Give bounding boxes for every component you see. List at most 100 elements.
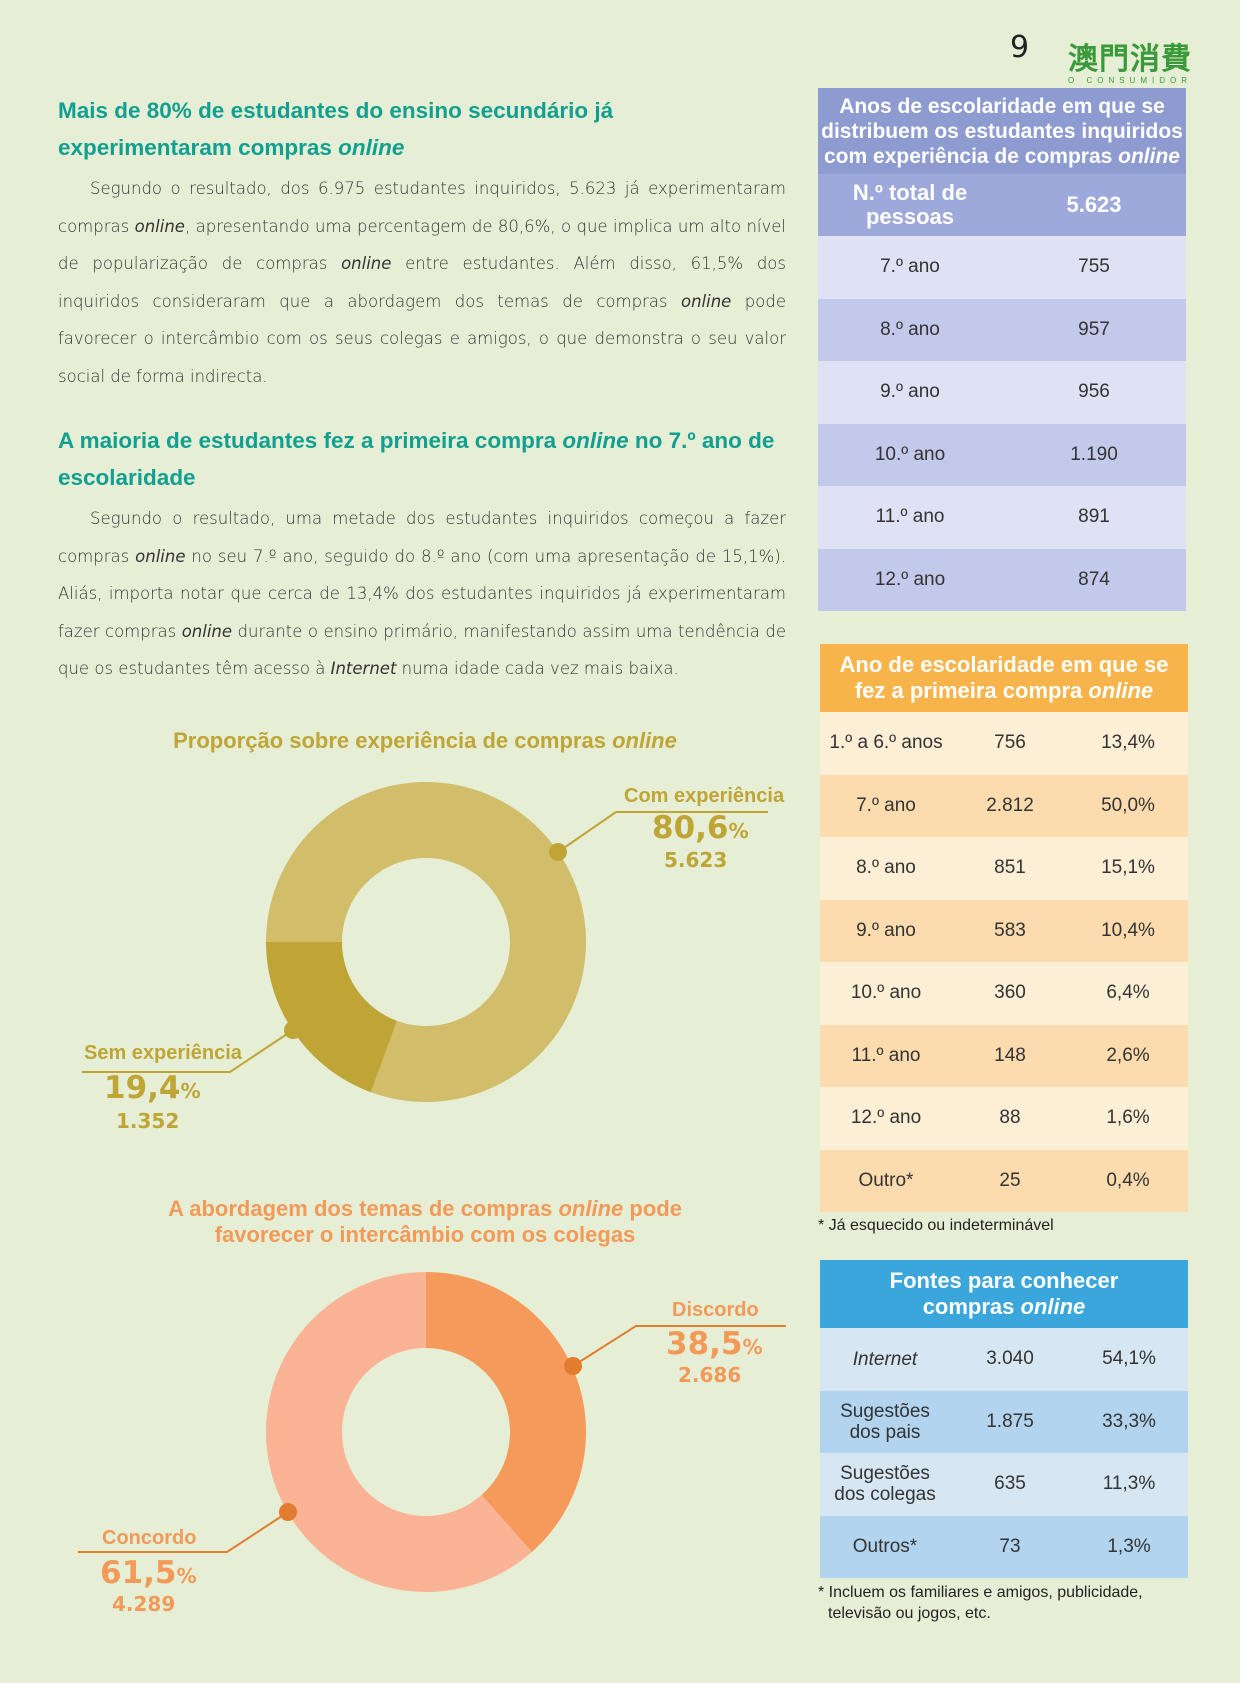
table3-cell-count: 1.875 [986, 1410, 1034, 1432]
chart1-slice-1 [266, 942, 398, 1093]
table1-row: 7.º ano 755 [818, 236, 1186, 299]
table2-cell-pct: 10,4% [1101, 919, 1155, 941]
table2-footnote: * Já esquecido ou indeterminável [818, 1217, 1054, 1234]
paragraph-text: durante o ensino primário, manifestando … [58, 621, 786, 679]
paragraph-text: pode favorecer o intercâmbio com os seus… [58, 291, 786, 386]
table2-cell-count: 756 [994, 732, 1026, 754]
chart1-count-without-experience: 1.352 [116, 1109, 180, 1133]
table2-cell-count: 148 [994, 1044, 1026, 1066]
table2-cell-year: Outro* [858, 1169, 914, 1191]
section1-paragraph: Segundo o resultado, dos 6.975 estudante… [58, 170, 786, 395]
table1-cell-count: 957 [1078, 318, 1110, 340]
logo-subtitle: O CONSUMIDOR [1068, 76, 1192, 85]
table2-row: 9.º ano 583 10,4% [820, 899, 1188, 962]
chart2-slice-0 [426, 1272, 586, 1553]
chart1-pct-with-experience: 80,6% [652, 810, 749, 846]
paragraph-text: , apresentando uma percentagem de 80,6%,… [58, 216, 787, 274]
emphasized-term: online [135, 546, 186, 566]
section1-heading: Mais de 80% de estudantes do ensino secu… [58, 98, 614, 160]
emphasized-term: online [134, 216, 185, 236]
chart2-leader-dot-0 [564, 1357, 582, 1375]
chart2-leader-line-0 [572, 1325, 786, 1367]
chart2-title: A abordagem dos temas de compras online … [168, 1196, 682, 1247]
table2-cell-pct: 50,0% [1101, 794, 1155, 816]
table3-cell-source: Outros* [852, 1536, 918, 1558]
table3-cell-source: Sugestões dos colegas [834, 1463, 936, 1506]
paragraph-text: Segundo o resultado, uma metade dos estu… [58, 509, 786, 566]
emphasized-term: online [341, 254, 392, 273]
table2-cell-year: 7.º ano [856, 794, 916, 816]
table3-row: Outros* 73 1,3% [820, 1515, 1188, 1578]
table3-cell-count: 3.040 [986, 1348, 1034, 1370]
chart2-pct-disagree: 38,5% [666, 1326, 763, 1362]
chart1-label-with-experience: Com experiência [624, 785, 785, 807]
table2-cell-pct: 15,1% [1101, 857, 1155, 879]
table3-cell-count: 73 [999, 1535, 1021, 1557]
paragraph-text: entre estudantes. Além disso, 61,5% dos … [58, 254, 786, 311]
table2-row: 10.º ano 360 6,4% [820, 962, 1188, 1025]
table1-total-label: N.º total de [852, 180, 968, 205]
emphasized-term: Internet [330, 659, 397, 678]
table1-cell-count: 874 [1078, 568, 1110, 590]
table2-cell-year: 8.º ano [856, 857, 916, 879]
table3-cell-source: Sugestões dos pais [840, 1400, 930, 1443]
table1-cell-year: 11.º ano [875, 506, 945, 528]
table1-cell-year: 9.º ano [880, 381, 940, 403]
chart2-label-disagree: Discordo [672, 1299, 759, 1321]
table1-cell-year: 12.º ano [874, 568, 946, 590]
table3-cell-pct: 11,3% [1102, 1473, 1156, 1495]
table1-cell-count: 956 [1078, 381, 1110, 403]
chart2-leader-line-1 [78, 1511, 289, 1553]
chart1-leader-dot-1 [284, 1021, 302, 1039]
table2-cell-year: 9.º ano [856, 919, 916, 941]
table3-row: Sugestões dos pais 1.875 33,3% [820, 1390, 1188, 1453]
table1-cell-count: 891 [1078, 506, 1110, 528]
paragraph-text: no seu 7.º ano, seguido do 8.º ano (com … [58, 546, 787, 641]
emphasized-term: online [681, 291, 732, 311]
table1-row: 10.º ano 1.190 [818, 423, 1186, 486]
table3-cell-pct: 1,3% [1107, 1535, 1151, 1557]
table1-cell-year: 8.º ano [880, 318, 940, 340]
table2-cell-count: 851 [994, 857, 1026, 879]
table1-cell-year: 10.º ano [874, 443, 946, 465]
table3-header: Fontes para conhecer compras online [820, 1260, 1188, 1328]
table3: Internet 3.040 54,1% Sugestões dos pais 1.875… [820, 1328, 1188, 1578]
chart1-label-without-experience: Sem experiência [84, 1042, 242, 1064]
table2-row: 11.º ano 148 2,6% [820, 1024, 1188, 1087]
table3-cell-source: Internet [852, 1348, 918, 1370]
table2-cell-year: 11.º ano [851, 1044, 921, 1066]
page-number: 9 [1010, 30, 1030, 65]
logo-chinese-text: 澳門消費 [1068, 42, 1192, 77]
table2-row: 1.º a 6.º anos 756 13,4% [820, 712, 1188, 775]
table2-cell-count: 583 [994, 919, 1026, 941]
section2-heading: A maioria de estudantes fez a primeira c… [58, 428, 775, 490]
chart1-leader-line-0 [557, 811, 768, 853]
table1: N.º total de pessoas 5.623 7.º ano 755 8.º … [818, 174, 1186, 611]
table2-cell-pct: 6,4% [1106, 982, 1150, 1004]
table1-cell-count: 755 [1078, 256, 1110, 278]
table2-cell-count: 2.812 [986, 794, 1034, 816]
table2-row: Outro* 25 0,4% [820, 1149, 1188, 1212]
chart2-pct-agree: 61,5% [100, 1555, 197, 1591]
chart2-label-agree: Concordo [102, 1527, 197, 1549]
table3-row: Internet 3.040 54,1% [820, 1328, 1188, 1391]
table2-row: 7.º ano 2.812 50,0% [820, 774, 1188, 837]
table2-cell-year: 12.º ano [850, 1107, 922, 1129]
table2-row: 12.º ano 88 1,6% [820, 1087, 1188, 1150]
table2-cell-pct: 0,4% [1106, 1169, 1150, 1191]
chart1-slice-0 [266, 782, 586, 1102]
table1-total-value: 5.623 [1066, 192, 1122, 217]
table1-cell-year: 7.º ano [880, 256, 940, 278]
chart1-leader-dot-0 [549, 843, 567, 861]
table2-cell-year: 1.º a 6.º anos [829, 732, 943, 754]
section2-paragraph: Segundo o resultado, uma metade dos estu… [58, 500, 786, 688]
consumer-council-logo: 澳門消費 O CONSUMIDOR [1068, 34, 1192, 85]
table3-cell-pct: 54,1% [1102, 1348, 1156, 1370]
chart1-pct-without-experience: 19,4% [104, 1070, 201, 1106]
table2-cell-count: 360 [994, 982, 1026, 1004]
table2-cell-year: 10.º ano [850, 982, 922, 1004]
table2-header: Ano de escolaridade em que se fez a prim… [820, 644, 1188, 712]
table1-row: 8.º ano 957 [818, 298, 1186, 361]
paragraph-text: numa idade cada vez mais baixa. [396, 659, 679, 678]
table2-cell-pct: 13,4% [1101, 732, 1155, 754]
